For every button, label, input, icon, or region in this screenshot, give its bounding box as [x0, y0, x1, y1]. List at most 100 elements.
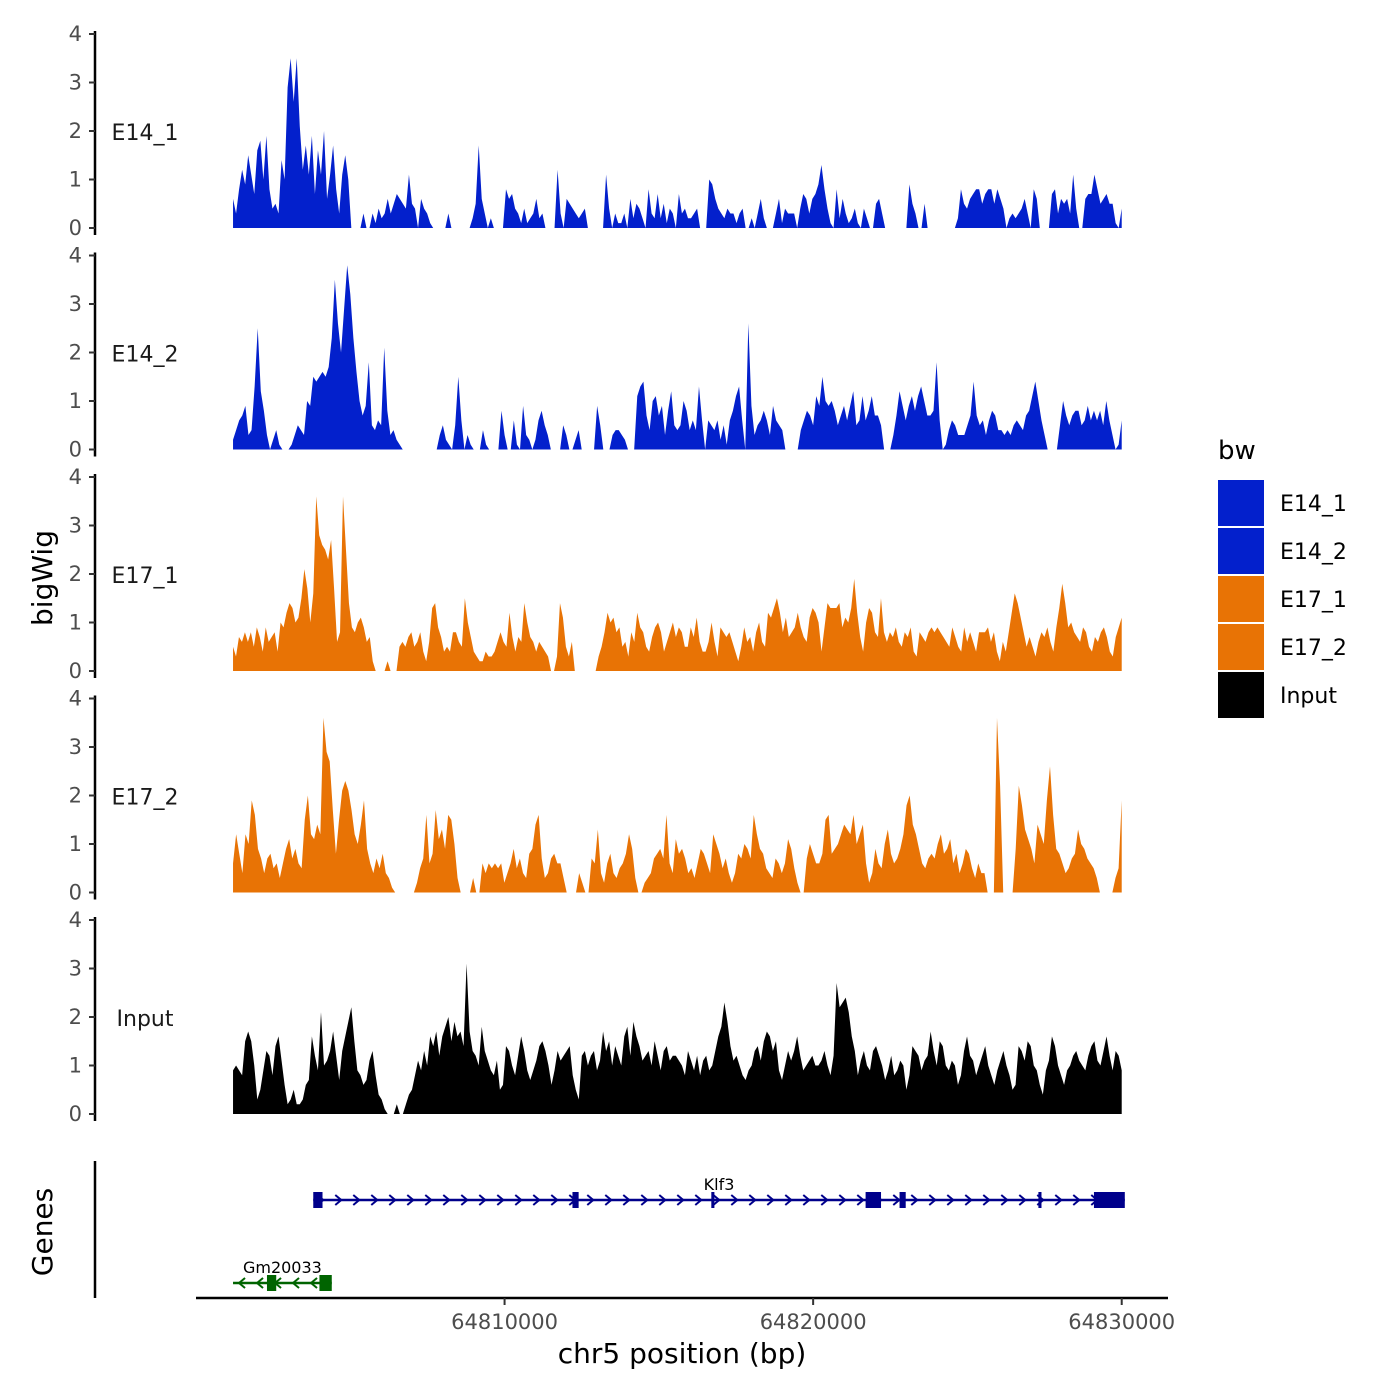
strand-arrow — [856, 1194, 865, 1206]
track-label: E17_1 — [112, 564, 179, 589]
track-input: 0 1 2 3 4 Input — [69, 908, 1122, 1126]
strand-arrow — [352, 1194, 361, 1206]
y-tick-label: 1 — [69, 1054, 82, 1078]
legend: E14_1 E14_2 E17_1 E17_2 Input — [1218, 480, 1347, 718]
x-tick-label: 64820000 — [760, 1310, 867, 1334]
strand-arrow — [622, 1194, 631, 1206]
y-tick-label: 3 — [69, 514, 82, 538]
y-tick-label: 3 — [69, 71, 82, 95]
strand-arrow — [712, 1194, 721, 1206]
strand-arrow — [802, 1194, 811, 1206]
y-tick-label: 2 — [69, 562, 82, 586]
gene-gm20033: Gm20033 — [233, 1258, 332, 1291]
exon — [711, 1192, 715, 1208]
strand-arrow — [694, 1194, 703, 1206]
genes-axis-title: Genes — [26, 1188, 59, 1276]
y-tick-label: 4 — [69, 465, 82, 489]
y-tick-label: 1 — [69, 611, 82, 635]
exon — [865, 1192, 882, 1208]
track-label: E17_2 — [112, 786, 179, 811]
signal-tracks: 0 1 2 3 4 E14_1 0 1 2 3 4 E14_2 0 1 2 3 4 E17_1 0 1 2 3 4 E17_2… — [69, 22, 1122, 1126]
y-tick-label: 3 — [69, 735, 82, 759]
y-tick-label: 3 — [69, 292, 82, 316]
y-tick-label: 0 — [69, 438, 82, 462]
strand-arrow — [334, 1194, 343, 1206]
y-tick-label: 4 — [69, 687, 82, 711]
legend-key-e14-2 — [1218, 528, 1264, 574]
strand-arrow — [820, 1194, 829, 1206]
track-label: Input — [117, 1007, 174, 1032]
y-tick-label: 1 — [69, 389, 82, 413]
strand-arrow — [1072, 1194, 1081, 1206]
strand-arrow — [1018, 1194, 1027, 1206]
y-tick-label: 2 — [69, 1005, 82, 1029]
strand-arrow — [838, 1194, 847, 1206]
strand-arrow — [892, 1194, 901, 1206]
y-tick-label: 0 — [69, 659, 82, 683]
exon — [313, 1192, 323, 1208]
y-tick-label: 0 — [69, 881, 82, 905]
strand-arrow — [640, 1194, 649, 1206]
y-tick-label: 1 — [69, 832, 82, 856]
track-e17-2: 0 1 2 3 4 E17_2 — [69, 687, 1122, 905]
strand-arrow — [255, 1277, 264, 1289]
strand-arrow — [460, 1194, 469, 1206]
exon — [319, 1275, 332, 1291]
strand-arrow — [550, 1194, 559, 1206]
strand-arrow — [370, 1194, 379, 1206]
exon — [1093, 1192, 1125, 1208]
x-axis: 64810000 64820000 64830000 — [196, 1296, 1175, 1334]
legend-key-e17-2 — [1218, 624, 1264, 670]
strand-arrow — [748, 1194, 757, 1206]
y-tick-label: 4 — [69, 244, 82, 268]
legend-label: E14_2 — [1280, 540, 1347, 565]
strand-arrow — [676, 1194, 685, 1206]
y-tick-label: 0 — [69, 216, 82, 240]
x-axis-title: chr5 position (bp) — [558, 1337, 807, 1370]
exon — [1038, 1192, 1042, 1208]
strand-arrow — [604, 1194, 613, 1206]
legend-label: Input — [1280, 684, 1337, 709]
x-tick-label: 64830000 — [1068, 1310, 1175, 1334]
strand-arrow — [964, 1194, 973, 1206]
strand-arrow — [586, 1194, 595, 1206]
strand-arrow — [910, 1194, 919, 1206]
track-label: E14_1 — [112, 121, 179, 146]
y-tick-label: 2 — [69, 784, 82, 808]
strand-arrow — [532, 1194, 541, 1206]
gene-name-label: Gm20033 — [243, 1258, 322, 1277]
exon — [572, 1192, 579, 1208]
legend-key-input — [1218, 672, 1264, 718]
strand-arrow — [946, 1194, 955, 1206]
track-e14-1: 0 1 2 3 4 E14_1 — [69, 22, 1122, 240]
strand-arrow — [496, 1194, 505, 1206]
y-tick-label: 2 — [69, 119, 82, 143]
track-label: E14_2 — [112, 343, 179, 368]
strand-arrow — [928, 1194, 937, 1206]
strand-arrow — [388, 1194, 397, 1206]
strand-arrow — [424, 1194, 433, 1206]
strand-arrow — [1054, 1194, 1063, 1206]
track-e14-2: 0 1 2 3 4 E14_2 — [69, 244, 1122, 462]
strand-arrow — [982, 1194, 991, 1206]
signal-area-e14-2 — [233, 265, 1122, 450]
y-tick-label: 2 — [69, 341, 82, 365]
signal-area-e17-2 — [233, 717, 1122, 893]
gene-klf3: Klf3 — [313, 1175, 1125, 1208]
strand-arrow — [766, 1194, 775, 1206]
x-tick-label: 64810000 — [451, 1310, 558, 1334]
track-e17-1: 0 1 2 3 4 E17_1 — [69, 465, 1122, 683]
y-tick-label: 4 — [69, 22, 82, 46]
strand-arrow — [309, 1277, 318, 1289]
legend-title: bw — [1218, 436, 1256, 466]
strand-arrow — [730, 1194, 739, 1206]
strand-arrow — [514, 1194, 523, 1206]
legend-label: E17_1 — [1280, 588, 1347, 613]
strand-arrow — [291, 1277, 300, 1289]
legend-label: E17_2 — [1280, 636, 1347, 661]
exon — [266, 1275, 277, 1291]
signal-area-e14-1 — [233, 58, 1122, 228]
y-tick-label: 0 — [69, 1102, 82, 1126]
strand-arrow — [784, 1194, 793, 1206]
